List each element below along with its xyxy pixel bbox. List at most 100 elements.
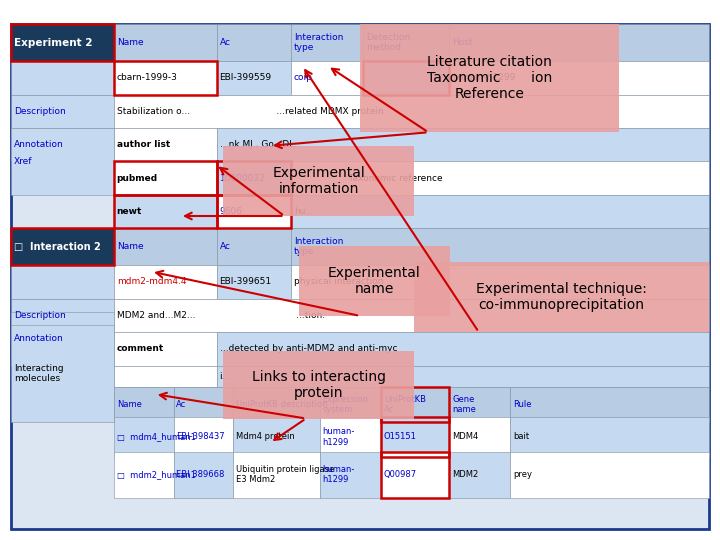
Text: Interaction
type: Interaction type xyxy=(294,33,343,52)
Text: comment: comment xyxy=(117,345,164,353)
Text: MDM4: MDM4 xyxy=(452,433,478,441)
Text: Description: Description xyxy=(14,107,66,116)
Bar xyxy=(114,366,217,387)
Bar xyxy=(217,195,291,228)
Bar xyxy=(291,265,709,299)
Bar xyxy=(114,61,217,94)
Bar xyxy=(11,24,114,61)
Bar xyxy=(291,161,709,195)
Bar xyxy=(381,417,449,457)
Bar xyxy=(114,417,174,457)
Text: UniProtKB description: UniProtKB description xyxy=(236,400,328,409)
Bar xyxy=(11,325,114,422)
Bar xyxy=(414,262,709,332)
Bar xyxy=(299,246,450,316)
Bar xyxy=(217,61,291,94)
Text: Rule: Rule xyxy=(513,400,532,409)
Bar xyxy=(449,417,510,457)
Text: Annotation: Annotation xyxy=(14,334,63,343)
Text: □  mdm2_human1: □ mdm2_human1 xyxy=(117,470,196,479)
Text: MDM2 and...M2...                                   ...tion.: MDM2 and...M2... ...tion. xyxy=(117,311,325,320)
Text: Xref: Xref xyxy=(14,157,32,166)
Bar xyxy=(11,299,114,332)
Bar xyxy=(11,265,114,299)
Bar xyxy=(114,387,174,422)
Text: Q00987: Q00987 xyxy=(384,470,417,479)
Text: Interaction
type: Interaction type xyxy=(294,237,343,256)
Text: EBI 389668: EBI 389668 xyxy=(176,470,225,479)
Bar xyxy=(291,61,363,94)
Bar xyxy=(217,161,291,195)
Text: Expression
system: Expression system xyxy=(323,395,369,415)
Bar xyxy=(11,128,114,195)
Text: Stabilization o...                              ...related MDMX protein.: Stabilization o... ...related MDMX prote… xyxy=(117,107,387,116)
Bar xyxy=(217,161,291,195)
Bar xyxy=(114,228,217,265)
Text: cbarn-1999-3: cbarn-1999-3 xyxy=(117,73,178,82)
Bar xyxy=(360,24,619,132)
Bar xyxy=(449,452,510,498)
Bar xyxy=(363,61,449,94)
Bar xyxy=(223,351,414,418)
Bar xyxy=(114,161,217,195)
Bar xyxy=(449,61,709,94)
Bar xyxy=(11,128,114,161)
Bar xyxy=(381,387,449,422)
Text: Ac: Ac xyxy=(220,242,230,251)
Text: Ac: Ac xyxy=(220,38,230,47)
Text: Annotation: Annotation xyxy=(14,140,63,149)
Text: Name: Name xyxy=(117,38,143,47)
Text: Interacting
molecules: Interacting molecules xyxy=(14,363,63,383)
Bar xyxy=(233,452,320,498)
Bar xyxy=(217,128,709,161)
Text: Name: Name xyxy=(117,242,143,251)
Text: Name: Name xyxy=(117,400,142,409)
Bar xyxy=(291,195,709,228)
Bar xyxy=(217,24,291,61)
Bar xyxy=(174,387,233,422)
Bar xyxy=(217,228,291,265)
Bar xyxy=(449,387,510,422)
Bar xyxy=(233,387,320,422)
Bar xyxy=(381,417,449,457)
Bar xyxy=(114,299,709,332)
Text: Gene
name: Gene name xyxy=(452,395,476,415)
Bar xyxy=(217,332,709,366)
Text: Taxonomic reference: Taxonomic reference xyxy=(294,174,442,183)
Bar xyxy=(381,387,449,422)
Text: human-
h1299: human- h1299 xyxy=(323,465,355,484)
Bar xyxy=(114,332,217,366)
Bar xyxy=(11,24,114,61)
Bar xyxy=(11,61,114,94)
Text: UniProtKB
Ac: UniProtKB Ac xyxy=(384,395,426,415)
Bar xyxy=(114,24,217,61)
Text: i...: i... xyxy=(220,372,231,381)
Text: author list: author list xyxy=(117,140,170,149)
Bar xyxy=(114,161,217,195)
Bar xyxy=(510,417,709,457)
Text: EBI-398437: EBI-398437 xyxy=(176,433,225,441)
Text: Ubiquitin protein ligase
E3 Mdm2: Ubiquitin protein ligase E3 Mdm2 xyxy=(236,465,334,484)
Text: □  mdm4_human1: □ mdm4_human1 xyxy=(117,433,196,441)
Text: MDM2: MDM2 xyxy=(452,470,478,479)
Bar xyxy=(291,24,363,61)
Text: 10000032: 10000032 xyxy=(220,174,266,183)
Bar xyxy=(320,387,381,422)
Text: Links to interacting
protein: Links to interacting protein xyxy=(251,370,386,400)
Bar xyxy=(381,452,449,498)
Text: coip: coip xyxy=(294,73,312,82)
Bar xyxy=(291,228,709,265)
Text: Experimental
information: Experimental information xyxy=(272,166,365,196)
Text: ...detected by anti-MDM2 and anti-myc: ...detected by anti-MDM2 and anti-myc xyxy=(220,345,397,353)
Bar xyxy=(114,94,709,128)
Bar xyxy=(320,417,381,457)
Text: Experimental technique:
co-immunoprecipitation: Experimental technique: co-immunoprecipi… xyxy=(476,282,647,312)
Bar xyxy=(11,312,114,366)
Text: O15151: O15151 xyxy=(384,433,417,441)
Text: physical interaction: physical interaction xyxy=(294,278,383,286)
Text: EBI-399651: EBI-399651 xyxy=(220,278,271,286)
Bar xyxy=(217,265,291,299)
Bar xyxy=(114,195,217,228)
Text: Ac: Ac xyxy=(176,400,186,409)
Text: newt: newt xyxy=(117,207,142,216)
